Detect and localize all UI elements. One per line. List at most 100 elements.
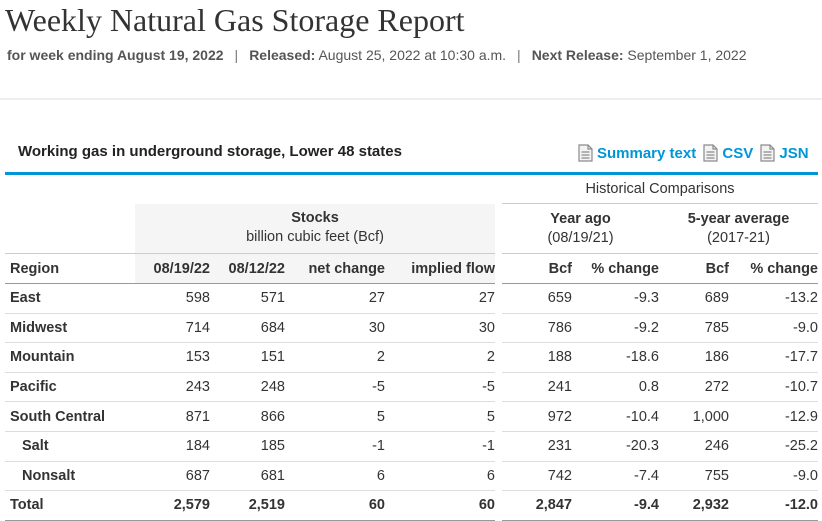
storage-table: Historical Comparisons Stocks billion cu… xyxy=(5,175,818,521)
value-cell: 0.8 xyxy=(572,372,659,403)
week-ending: for week ending August 19, 2022 xyxy=(7,47,224,63)
column-header: Region xyxy=(5,253,135,284)
value-cell: 742 xyxy=(502,461,572,492)
value-cell: 786 xyxy=(502,313,572,344)
value-cell: 659 xyxy=(502,283,572,314)
column-header: % change xyxy=(729,253,818,284)
column-header: % change xyxy=(572,253,659,284)
table-row: East 598 571 27 27 659 -9.3 689 -13.2 xyxy=(5,283,818,314)
next-release-value: September 1, 2022 xyxy=(627,47,747,63)
value-cell: 27 xyxy=(285,283,385,314)
value-cell: -5 xyxy=(385,372,495,403)
total-row: Total 2,579 2,519 60 60 2,847 -9.4 2,932 -12.0 xyxy=(5,490,818,521)
value-cell: -12.9 xyxy=(729,401,818,432)
five-year-label: 5-year average xyxy=(687,210,790,227)
value-cell: 184 xyxy=(135,431,210,462)
value-cell: -1 xyxy=(385,431,495,462)
csv-label: CSV xyxy=(722,144,754,162)
table-row: Mountain 153 151 2 2 188 -18.6 186 -17.7 xyxy=(5,342,818,373)
value-cell: 27 xyxy=(385,283,495,314)
value-cell: 972 xyxy=(502,401,572,432)
separator: | xyxy=(234,47,239,63)
value-cell: 248 xyxy=(210,372,285,403)
group-header-row: Stocks billion cubic feet (Bcf) Year ago… xyxy=(5,203,818,254)
document-icon xyxy=(760,144,776,162)
value-cell: 714 xyxy=(135,313,210,344)
value-cell: 785 xyxy=(659,313,729,344)
stocks-units: billion cubic feet (Bcf) xyxy=(246,229,384,246)
column-header: 08/19/22 xyxy=(135,253,210,284)
released-label: Released: xyxy=(249,47,316,63)
csv-link[interactable]: CSV xyxy=(703,144,753,162)
value-cell: 2,932 xyxy=(659,490,729,521)
column-header: Bcf xyxy=(502,253,572,284)
value-cell: 2,847 xyxy=(502,490,572,521)
region-cell: South Central xyxy=(5,401,135,432)
download-links: Summary text CSV JSN xyxy=(578,144,812,164)
value-cell: 5 xyxy=(285,401,385,432)
value-cell: -7.4 xyxy=(572,461,659,492)
value-cell: 687 xyxy=(135,461,210,492)
value-cell: -1 xyxy=(285,431,385,462)
region-cell: Salt xyxy=(5,431,135,462)
historical-header-row: Historical Comparisons xyxy=(5,175,818,204)
value-cell: 684 xyxy=(210,313,285,344)
value-cell: 2 xyxy=(385,342,495,373)
value-cell: -12.0 xyxy=(729,490,818,521)
value-cell: 866 xyxy=(210,401,285,432)
value-cell: -9.4 xyxy=(572,490,659,521)
value-cell: -10.7 xyxy=(729,372,818,403)
document-icon xyxy=(578,144,593,162)
report-meta: for week ending August 19, 2022 | Released… xyxy=(7,47,747,63)
value-cell: 689 xyxy=(659,283,729,314)
value-cell: 598 xyxy=(135,283,210,314)
value-cell: -10.4 xyxy=(572,401,659,432)
five-year-group-header: 5-year average (2017-21) xyxy=(659,203,818,254)
five-year-range: (2017-21) xyxy=(707,229,770,246)
value-cell: -5 xyxy=(285,372,385,403)
separator: | xyxy=(517,47,521,63)
json-label: JSN xyxy=(779,144,809,162)
value-cell: 60 xyxy=(285,490,385,521)
section-title: Working gas in underground storage, Lowe… xyxy=(18,143,402,160)
year-ago-group-header: Year ago (08/19/21) xyxy=(502,203,659,254)
value-cell: 272 xyxy=(659,372,729,403)
released-value: August 25, 2022 at 10:30 a.m. xyxy=(318,47,507,63)
summary-text-link[interactable]: Summary text xyxy=(578,144,696,162)
value-cell: 246 xyxy=(659,431,729,462)
value-cell: 151 xyxy=(210,342,285,373)
value-cell: -9.3 xyxy=(572,283,659,314)
json-link[interactable]: JSN xyxy=(760,144,809,162)
value-cell: 2,579 xyxy=(135,490,210,521)
column-header: 08/12/22 xyxy=(210,253,285,284)
divider xyxy=(0,98,822,100)
summary-text-label: Summary text xyxy=(597,144,697,162)
document-icon xyxy=(703,144,718,162)
value-cell: -25.2 xyxy=(729,431,818,462)
value-cell: -13.2 xyxy=(729,283,818,314)
value-cell: -18.6 xyxy=(572,342,659,373)
historical-comparisons-label: Historical Comparisons xyxy=(502,175,818,204)
table-row: Salt 184 185 -1 -1 231 -20.3 246 -25.2 xyxy=(5,431,818,462)
value-cell: 871 xyxy=(135,401,210,432)
value-cell: 241 xyxy=(502,372,572,403)
value-cell: 231 xyxy=(502,431,572,462)
value-cell: 153 xyxy=(135,342,210,373)
stocks-group-header: Stocks billion cubic feet (Bcf) xyxy=(135,203,495,254)
value-cell: 5 xyxy=(385,401,495,432)
column-header: implied flow xyxy=(385,253,495,284)
value-cell: 185 xyxy=(210,431,285,462)
year-ago-date: (08/19/21) xyxy=(547,229,614,246)
column-header-row: Region 08/19/22 08/12/22 net change impl… xyxy=(5,253,818,284)
table-row: Nonsalt 687 681 6 6 742 -7.4 755 -9.0 xyxy=(5,461,818,492)
value-cell: -9.0 xyxy=(729,313,818,344)
value-cell: -20.3 xyxy=(572,431,659,462)
region-cell: Total xyxy=(5,490,135,521)
value-cell: 755 xyxy=(659,461,729,492)
column-header: net change xyxy=(285,253,385,284)
region-cell: Pacific xyxy=(5,372,135,403)
accent-rule xyxy=(5,172,818,175)
value-cell: 188 xyxy=(502,342,572,373)
value-cell: 30 xyxy=(385,313,495,344)
value-cell: -17.7 xyxy=(729,342,818,373)
